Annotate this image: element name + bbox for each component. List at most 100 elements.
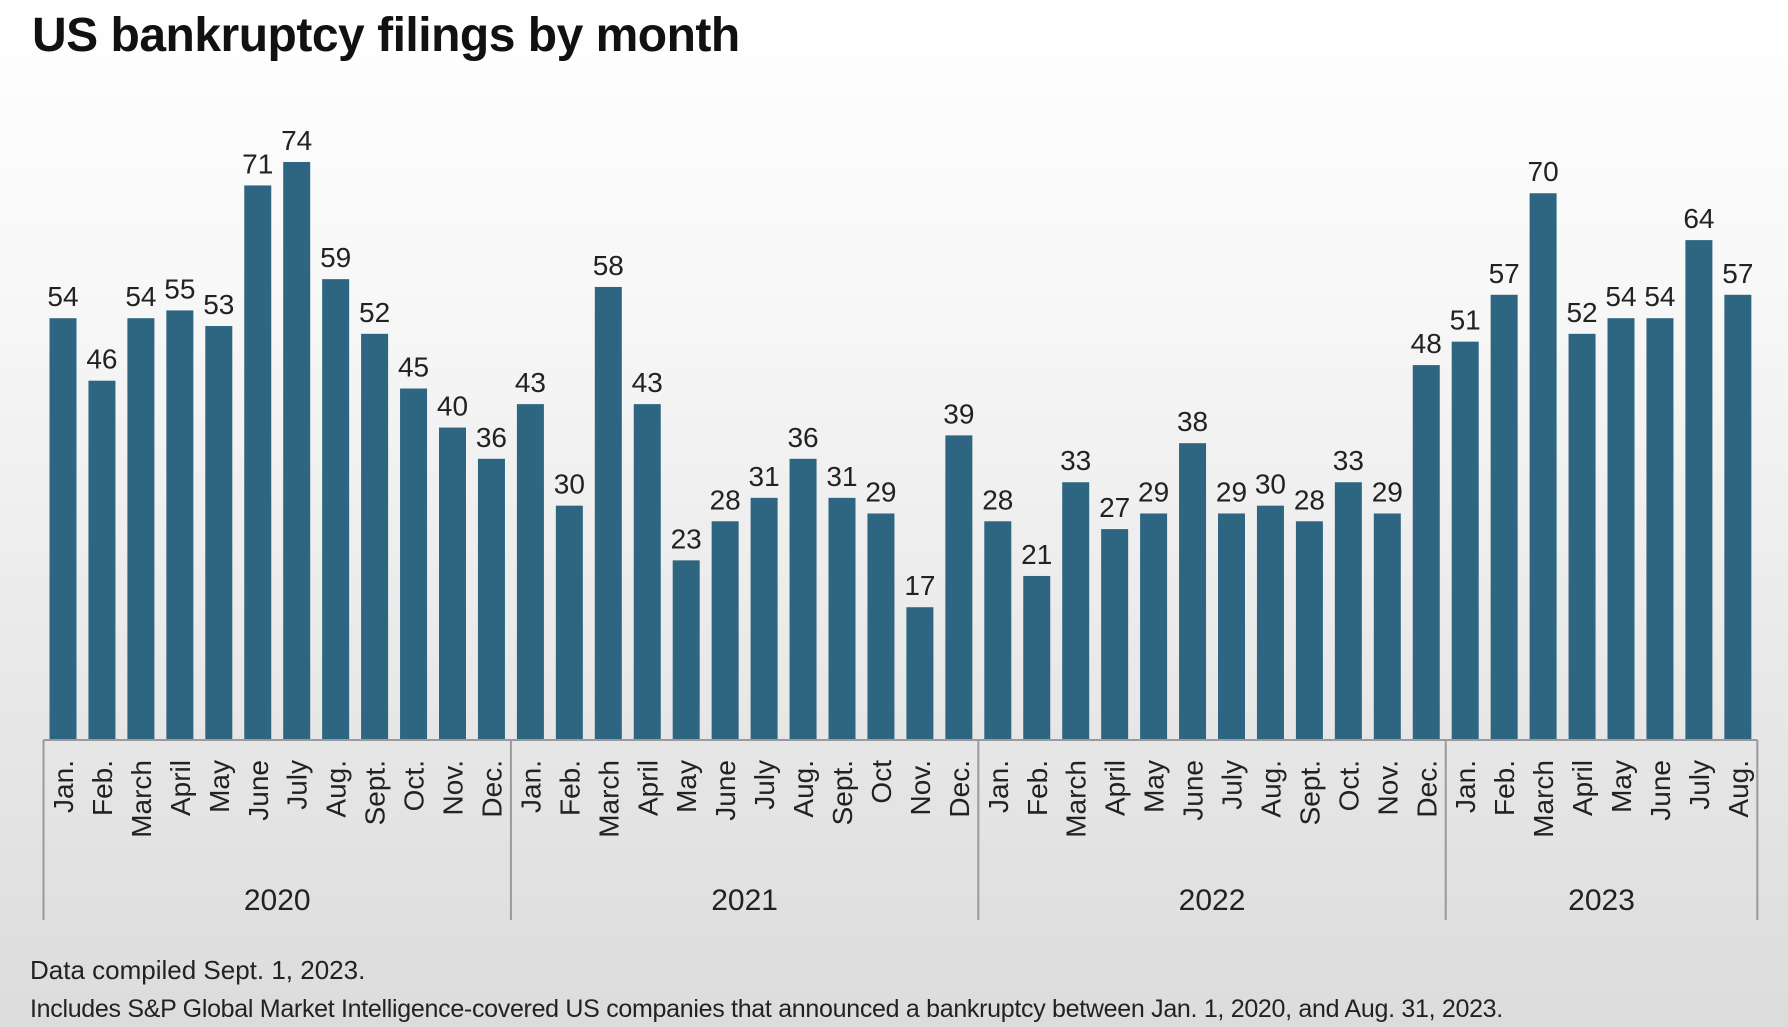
data-label: 31	[749, 461, 780, 492]
data-label: 36	[476, 422, 507, 453]
category-label: May	[671, 760, 702, 813]
category-label: March	[1528, 760, 1559, 838]
bar	[1373, 513, 1401, 740]
data-label: 33	[1333, 445, 1364, 476]
category-label: Dec.	[944, 760, 975, 818]
bar	[828, 497, 856, 740]
category-label: June	[710, 760, 741, 821]
bar	[361, 333, 389, 740]
bar	[867, 513, 895, 740]
category-label: Feb.	[554, 760, 585, 816]
bar	[400, 388, 428, 740]
category-label: Jan.	[48, 760, 79, 813]
category-label: Aug.	[321, 760, 352, 818]
data-label: 21	[1021, 539, 1052, 570]
category-label: May	[1606, 760, 1637, 813]
category-label: July	[749, 760, 780, 810]
data-label: 58	[593, 250, 624, 281]
data-label: 28	[710, 484, 741, 515]
category-label: July	[1217, 760, 1248, 810]
data-label: 30	[1255, 469, 1286, 500]
category-label: July	[282, 760, 313, 810]
bar	[1023, 575, 1051, 740]
bar	[1140, 513, 1168, 740]
bar	[1724, 294, 1752, 740]
bar	[1568, 333, 1596, 740]
category-label: Aug.	[1723, 760, 1754, 818]
bar	[1179, 443, 1207, 740]
category-label: April	[1100, 760, 1131, 816]
bar	[1218, 513, 1245, 740]
category-label: Jan.	[983, 760, 1014, 813]
data-label: 54	[1644, 281, 1675, 312]
data-label: 64	[1683, 203, 1714, 234]
data-label: 54	[47, 281, 78, 312]
category-label: Feb.	[1022, 760, 1053, 816]
chart-title: US bankruptcy filings by month	[32, 9, 740, 62]
bar	[1412, 365, 1440, 740]
category-label: July	[1684, 760, 1715, 810]
bar	[633, 404, 661, 740]
bar	[205, 326, 233, 740]
bar	[1295, 521, 1323, 740]
bar	[283, 162, 311, 740]
data-label: 29	[1216, 476, 1247, 507]
category-label: Oct	[866, 760, 897, 804]
bar	[1607, 318, 1635, 740]
bar	[49, 318, 77, 740]
data-label: 33	[1060, 445, 1091, 476]
bar	[1529, 193, 1557, 741]
category-label: Aug.	[788, 760, 819, 818]
data-label: 29	[865, 476, 896, 507]
bar	[516, 404, 544, 740]
data-label: 28	[982, 484, 1013, 515]
category-label: March	[1061, 760, 1092, 838]
data-label: 38	[1177, 406, 1208, 437]
bar	[789, 458, 817, 740]
data-label: 29	[1138, 476, 1169, 507]
data-label: 59	[320, 242, 351, 273]
category-label: Nov.	[438, 760, 469, 816]
category-label: Jan.	[515, 760, 546, 813]
category-label: Feb.	[1489, 760, 1520, 816]
data-label: 52	[1566, 297, 1597, 328]
data-label: 71	[242, 148, 273, 179]
data-label: 43	[632, 367, 663, 398]
data-label: 70	[1528, 156, 1559, 187]
data-label: 29	[1372, 476, 1403, 507]
bar	[1685, 240, 1713, 741]
data-label: 36	[787, 422, 818, 453]
category-label: June	[1645, 760, 1676, 821]
category-label: Nov.	[905, 760, 936, 816]
category-label: Sept.	[360, 760, 391, 825]
footnote-compiled: Data compiled Sept. 1, 2023.	[30, 955, 366, 985]
data-label: 27	[1099, 492, 1130, 523]
data-label: 57	[1489, 258, 1520, 289]
bar	[166, 310, 194, 740]
category-label: April	[165, 760, 196, 816]
bar	[88, 380, 116, 740]
category-label: June	[243, 760, 274, 821]
bar	[711, 521, 739, 740]
category-label: Feb.	[87, 760, 118, 816]
bar	[477, 458, 505, 740]
data-label: 40	[437, 391, 468, 422]
bar	[1646, 318, 1674, 740]
category-label: March	[593, 760, 624, 838]
bar	[1101, 529, 1129, 740]
bar	[1062, 482, 1090, 740]
category-label: April	[632, 760, 663, 816]
bar	[439, 427, 466, 740]
data-label: 17	[904, 570, 935, 601]
bar	[322, 279, 350, 740]
year-label: 2021	[711, 884, 778, 917]
data-label: 45	[398, 352, 429, 383]
category-label: Jan.	[1450, 760, 1481, 813]
category-label: Dec.	[476, 760, 507, 818]
footnote-scope: Includes S&P Global Market Intelligence-…	[30, 995, 1503, 1023]
category-label: April	[1567, 760, 1598, 816]
bar	[594, 286, 622, 740]
bar	[906, 607, 934, 740]
category-label: Sept.	[1294, 760, 1325, 825]
data-label: 31	[826, 461, 857, 492]
